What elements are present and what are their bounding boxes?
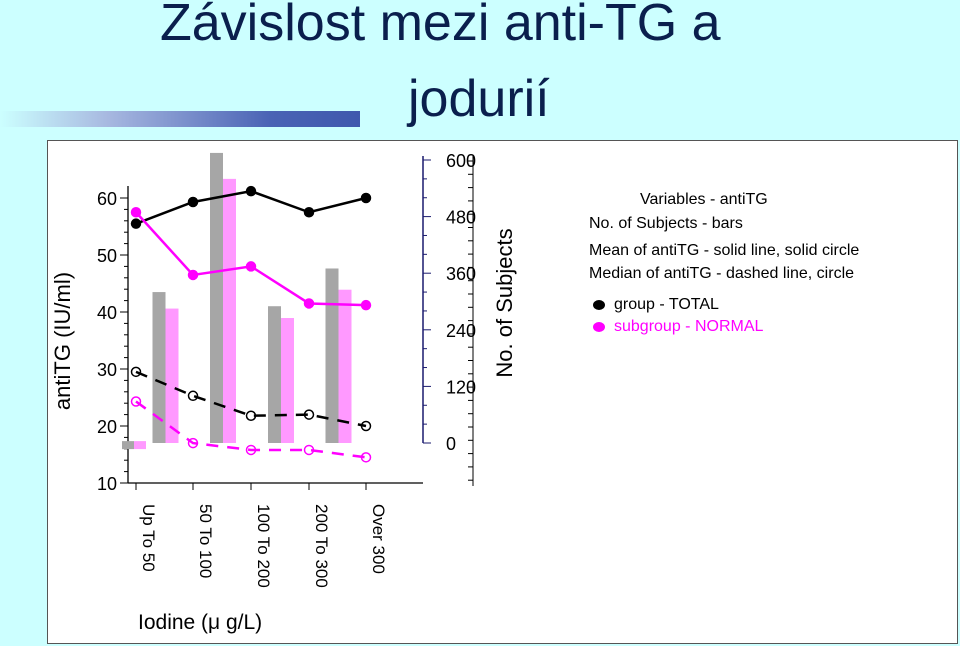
chart-panel: 10 20 30 40 50 60 antiTG (IU/ml) Up To 50 50 To … — [47, 140, 958, 644]
x-tick-label: 50 To 100 — [196, 504, 215, 578]
lines-layer — [130, 185, 372, 463]
median-point — [245, 444, 257, 456]
median-point — [187, 390, 199, 402]
left-tick-label: 60 — [97, 189, 117, 209]
bar-total — [268, 306, 281, 443]
right-tick-label: 360 — [446, 264, 476, 284]
left-tick-label: 50 — [97, 246, 117, 266]
right-tick-label: 480 — [446, 208, 476, 228]
legend-median-description: Median of antiTG - dashed line, circle — [589, 265, 854, 282]
mean-point — [130, 218, 142, 229]
left-tick-label: 40 — [97, 303, 117, 323]
median-point — [303, 444, 315, 456]
right-tick-label: 0 — [446, 434, 456, 454]
median-point — [360, 420, 372, 432]
right-axis-label: No. of Subjects — [492, 228, 517, 377]
left-axis-label: antiTG (IU/ml) — [50, 272, 75, 410]
x-axis-label: Iodine (μ g/L) — [138, 611, 262, 634]
right-tick-label: 600 — [446, 151, 476, 171]
chart-svg: 10 20 30 40 50 60 antiTG (IU/ml) Up To 50 50 To … — [50, 151, 859, 634]
bar-total — [210, 152, 223, 444]
median-point — [130, 396, 142, 407]
title-underline-bar — [0, 111, 360, 127]
bars-layer — [122, 152, 352, 450]
mean-point — [360, 299, 372, 311]
bar-stub-normal — [134, 441, 146, 450]
bar-normal — [165, 308, 179, 443]
series-line-1 — [135, 370, 367, 428]
right-tick-label: 240 — [446, 321, 476, 341]
left-tick-label: 20 — [97, 417, 117, 437]
legend-item-label: subgroup - NORMAL — [614, 318, 763, 335]
median-point — [130, 366, 142, 378]
x-tick-label: 100 To 200 — [254, 504, 273, 588]
legend-heading-variables: Variables - antiTG — [640, 191, 768, 208]
median-point — [245, 410, 257, 421]
right-tick-label: 120 — [446, 377, 476, 397]
mean-point — [187, 196, 199, 208]
bar-total — [325, 268, 339, 443]
mean-point — [245, 261, 257, 272]
mean-point — [303, 298, 315, 309]
left-tick-label: 10 — [97, 474, 117, 494]
legend-marker — [593, 322, 605, 332]
series-line-3 — [135, 400, 367, 459]
slide-title-line-1: Závislost mezi anti-TG a — [160, 0, 721, 52]
bar-normal — [338, 289, 352, 443]
legend-mean-description: Mean of antiTG - solid line, solid circl… — [589, 242, 859, 259]
bar-normal — [223, 178, 236, 443]
mean-point — [303, 207, 315, 218]
bar-total — [152, 292, 166, 443]
x-tick-label: Up To 50 — [139, 504, 158, 572]
legend-item-label: group - TOTAL — [614, 296, 719, 313]
x-tick-label: 200 To 300 — [312, 504, 331, 588]
axes-layer — [120, 156, 474, 490]
median-point — [360, 452, 372, 463]
bar-normal — [281, 318, 294, 443]
mean-point — [245, 185, 257, 197]
labels-layer: 10 20 30 40 50 60 antiTG (IU/ml) Up To 50 50 To … — [50, 151, 517, 634]
legend-marker — [593, 300, 605, 310]
legend-layer: Variables - antiTG No. of Subjects - bars… — [589, 191, 859, 335]
slide-title-line-2: jodurií — [408, 70, 550, 128]
legend-heading-bars: No. of Subjects - bars — [589, 215, 743, 232]
bar-stub-total — [122, 441, 134, 450]
mean-point — [187, 269, 199, 281]
mean-point — [360, 192, 372, 204]
mean-point — [130, 207, 142, 218]
median-point — [303, 409, 315, 420]
left-tick-label: 30 — [97, 360, 117, 380]
x-tick-label: Over 300 — [369, 504, 388, 574]
median-point — [187, 437, 199, 449]
